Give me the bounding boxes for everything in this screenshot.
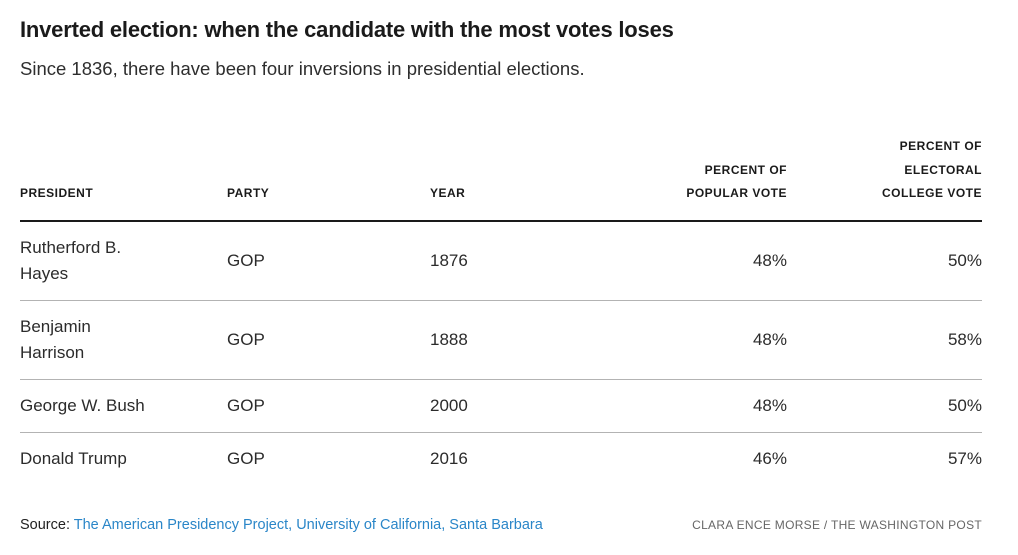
cell-president: Benjamin Harrison (20, 299, 227, 380)
table-row: George W. Bush GOP 2000 48% 50% (20, 378, 982, 433)
column-header-popular: PERCENT OF POPULAR VOTE (560, 135, 787, 222)
cell-popular: 48% (752, 250, 787, 270)
cell-president: Rutherford B. Hayes (20, 237, 122, 283)
cell-year: 2000 (430, 378, 560, 433)
column-header-party: PARTY (227, 135, 430, 222)
table-header-row: PRESIDENT PARTY YEAR PERCENT OF POPULAR VOT… (20, 135, 982, 222)
cell-year: 1876 (430, 250, 468, 270)
cell-electoral: 50% (787, 378, 982, 433)
table-row: Rutherford B. Hayes GOP 1876 48% 50% (20, 221, 982, 301)
cell-party: GOP (227, 431, 430, 485)
page-subtitle: Since 1836, there have been four inversi… (20, 58, 585, 80)
cell-party: GOP (227, 299, 430, 380)
cell-president: Donald Trump (20, 431, 227, 485)
cell-year: 1888 (430, 299, 560, 380)
column-header-president: PRESIDENT (20, 135, 227, 222)
table-row: Benjamin Harrison GOP 1888 48% 58% (20, 299, 982, 380)
article-graphic: Inverted election: when the candidate wi… (20, 0, 982, 533)
cell-president: George W. Bush (20, 378, 227, 433)
cell-electoral: 58% (787, 299, 982, 380)
column-header-year: YEAR (430, 135, 560, 222)
source-line: Source: The American Presidency Project,… (20, 517, 543, 533)
source-link[interactable]: The American Presidency Project, Univers… (73, 516, 543, 533)
credit: CLARA ENCE MORSE / THE WASHINGTON POST (692, 517, 982, 532)
column-header-electoral: PERCENT OF ELECTORAL COLLEGE VOTE (787, 135, 982, 222)
source-label: Source: (20, 516, 70, 533)
page-title: Inverted election: when the candidate wi… (20, 17, 674, 42)
footer: Source: The American Presidency Project,… (20, 517, 982, 533)
cell-party: GOP (227, 250, 265, 270)
table-header: PRESIDENT PARTY YEAR PERCENT OF POPULAR VOT… (20, 135, 982, 222)
cell-year: 2016 (430, 431, 560, 485)
cell-popular: 48% (560, 299, 787, 380)
table-body: Rutherford B. Hayes GOP 1876 48% 50% Benjamin… (20, 221, 982, 485)
cell-popular: 48% (560, 378, 787, 433)
table-row: Donald Trump GOP 2016 46% 57% (20, 431, 982, 485)
cell-electoral: 57% (787, 431, 982, 485)
inverted-elections-table: PRESIDENT PARTY YEAR PERCENT OF POPULAR VOT… (20, 135, 982, 485)
cell-electoral: 50% (947, 250, 982, 270)
cell-party: GOP (227, 378, 430, 433)
cell-popular: 46% (560, 431, 787, 485)
